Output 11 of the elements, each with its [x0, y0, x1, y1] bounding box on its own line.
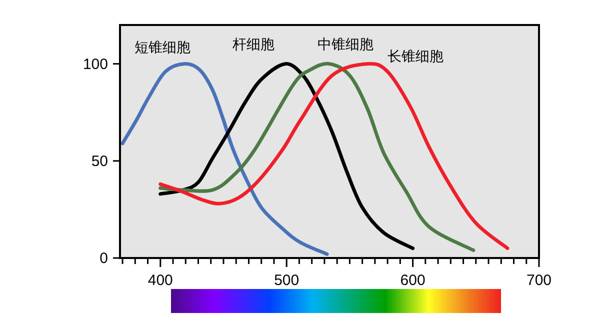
x-tick-label: 600	[400, 272, 426, 289]
series-label: 短锥细胞	[134, 38, 190, 55]
x-tick-label: 500	[274, 272, 300, 289]
y-tick-label: 0	[100, 250, 108, 267]
y-tick-label: 50	[91, 152, 108, 170]
series-label: 杆细胞	[231, 36, 274, 52]
series-label: 长锥细胞	[387, 48, 444, 64]
x-tick-label: 400	[148, 272, 173, 289]
y-tick-label: 100	[82, 56, 108, 73]
x-tick-label: 700	[526, 272, 552, 289]
series-label: 中锥细胞	[318, 36, 374, 52]
